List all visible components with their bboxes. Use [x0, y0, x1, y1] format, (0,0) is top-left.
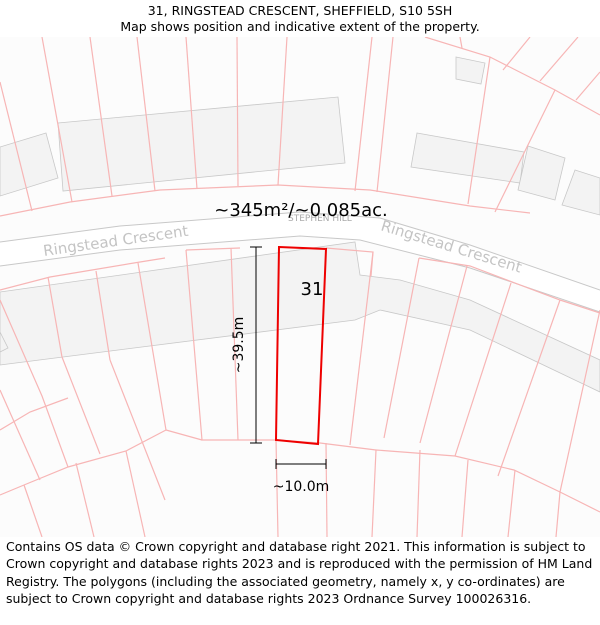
property-map[interactable]: Ringstead Crescent Ringstead Crescent ST… [0, 37, 600, 537]
property-address: 31, RINGSTEAD CRESCENT, SHEFFIELD, S10 5… [147, 3, 453, 18]
road-label-minor: STEPHEN HILL [288, 214, 352, 224]
map-header: 31, RINGSTEAD CRESCENT, SHEFFIELD, S10 5… [0, 0, 600, 37]
copyright-notice: Contains OS data © Crown copyright and d… [6, 539, 593, 607]
building [410, 132, 525, 184]
building [455, 56, 486, 85]
building-terrace [0, 241, 600, 393]
building [561, 169, 600, 216]
buildings [0, 56, 600, 393]
dimension-lines [250, 246, 327, 469]
area-label: ~345m²/~0.085ac. [214, 200, 388, 221]
height-dimension-label: ~39.5m [231, 317, 247, 374]
building [0, 331, 9, 353]
map-canvas: Ringstead Crescent Ringstead Crescent ST… [0, 37, 600, 537]
subject-parcel-outline[interactable] [274, 245, 328, 446]
parcel-boundaries [0, 37, 600, 537]
building [517, 145, 566, 201]
building [0, 132, 59, 197]
map-subtitle: Map shows position and indicative extent… [120, 19, 480, 34]
building [57, 96, 346, 192]
width-dimension-label: ~10.0m [273, 479, 330, 495]
road-ringstead-crescent [0, 211, 600, 313]
plot-number-label: 31 [301, 279, 324, 300]
